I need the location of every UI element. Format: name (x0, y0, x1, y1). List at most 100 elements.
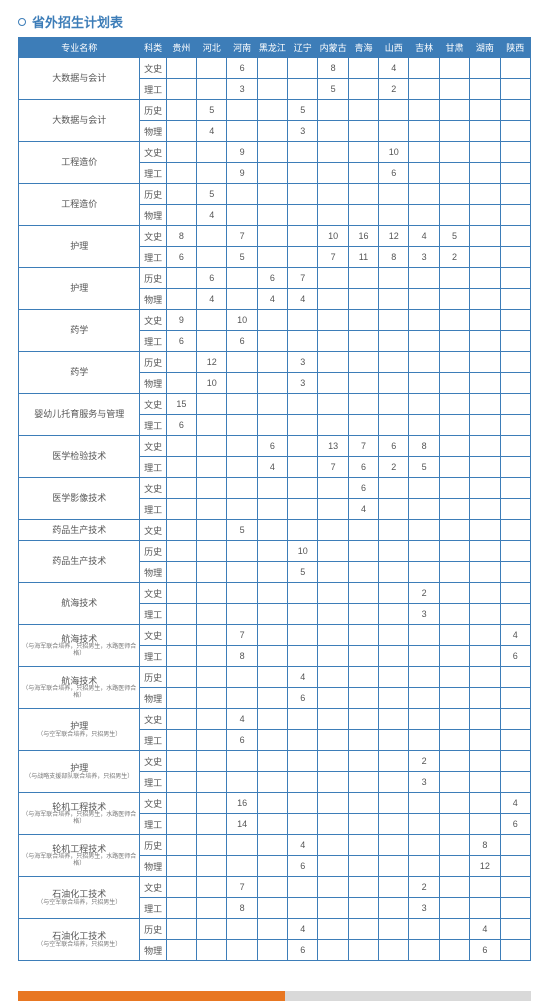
value-cell (288, 394, 318, 415)
value-cell: 7 (227, 877, 257, 898)
value-cell (257, 730, 287, 751)
value-cell (257, 79, 287, 100)
bullet-icon (18, 18, 26, 26)
value-cell (257, 814, 287, 835)
value-cell (318, 919, 348, 940)
value-cell (348, 373, 378, 394)
value-cell: 4 (348, 499, 378, 520)
value-cell: 3 (227, 79, 257, 100)
value-cell (166, 499, 196, 520)
value-cell: 2 (439, 247, 469, 268)
value-cell (197, 562, 227, 583)
value-cell: 5 (227, 520, 257, 541)
value-cell (409, 688, 439, 709)
table-row: 石油化工技术（与空军联合培养，只招男生）历史44 (19, 919, 531, 940)
value-cell (500, 373, 531, 394)
value-cell (227, 436, 257, 457)
value-cell (257, 499, 287, 520)
value-cell (379, 352, 409, 373)
col-header: 青海 (348, 38, 378, 58)
value-cell (288, 625, 318, 646)
value-cell (470, 331, 500, 352)
value-cell (409, 793, 439, 814)
value-cell (379, 499, 409, 520)
value-cell (197, 898, 227, 919)
value-cell (500, 877, 531, 898)
value-cell: 11 (348, 247, 378, 268)
value-cell (197, 856, 227, 877)
value-cell (197, 940, 227, 961)
table-header-row: 专业名称科类贵州河北河南黑龙江辽宁内蒙古青海山西吉林甘肃湖南陕西 (19, 38, 531, 58)
value-cell (500, 772, 531, 793)
value-cell (500, 289, 531, 310)
value-cell: 10 (379, 142, 409, 163)
value-cell (318, 877, 348, 898)
value-cell: 6 (470, 940, 500, 961)
table-row: 航海技术（与海军联合培养，只招男生，水路医师合格）文史74 (19, 625, 531, 646)
value-cell: 7 (348, 436, 378, 457)
value-cell: 12 (197, 352, 227, 373)
major-cell: 药品生产技术 (19, 520, 140, 541)
value-cell (379, 604, 409, 625)
value-cell (166, 856, 196, 877)
type-cell: 文史 (140, 310, 166, 331)
value-cell (288, 604, 318, 625)
value-cell (348, 919, 378, 940)
value-cell (439, 751, 469, 772)
type-cell: 理工 (140, 415, 166, 436)
value-cell (166, 184, 196, 205)
value-cell (470, 79, 500, 100)
page-title: 省外招生计划表 (32, 12, 123, 31)
value-cell (500, 730, 531, 751)
value-cell (197, 58, 227, 79)
value-cell (470, 688, 500, 709)
col-header: 科类 (140, 38, 166, 58)
value-cell: 2 (409, 583, 439, 604)
value-cell (409, 373, 439, 394)
value-cell (227, 289, 257, 310)
value-cell (348, 856, 378, 877)
value-cell: 7 (318, 457, 348, 478)
col-header: 陕西 (500, 38, 531, 58)
value-cell (348, 730, 378, 751)
value-cell (379, 646, 409, 667)
value-cell (500, 58, 531, 79)
value-cell (318, 268, 348, 289)
value-cell (318, 331, 348, 352)
col-header: 河南 (227, 38, 257, 58)
value-cell (197, 646, 227, 667)
value-cell (166, 121, 196, 142)
value-cell (439, 79, 469, 100)
table-row: 护理文史8710161245 (19, 226, 531, 247)
value-cell (197, 79, 227, 100)
value-cell (257, 940, 287, 961)
value-cell: 4 (470, 919, 500, 940)
value-cell (348, 394, 378, 415)
value-cell: 3 (288, 352, 318, 373)
value-cell (439, 373, 469, 394)
value-cell (439, 898, 469, 919)
value-cell (500, 919, 531, 940)
value-cell (227, 352, 257, 373)
value-cell (257, 100, 287, 121)
value-cell (288, 751, 318, 772)
value-cell (470, 520, 500, 541)
value-cell (409, 520, 439, 541)
value-cell (379, 730, 409, 751)
value-cell (257, 163, 287, 184)
value-cell (379, 205, 409, 226)
value-cell (318, 100, 348, 121)
value-cell (197, 730, 227, 751)
value-cell: 8 (166, 226, 196, 247)
value-cell (288, 520, 318, 541)
value-cell: 6 (197, 268, 227, 289)
major-cell: 医学检验技术 (19, 436, 140, 478)
value-cell (166, 709, 196, 730)
value-cell (166, 688, 196, 709)
value-cell (439, 415, 469, 436)
major-cell: 工程造价 (19, 142, 140, 184)
value-cell (318, 499, 348, 520)
value-cell (348, 142, 378, 163)
value-cell (409, 856, 439, 877)
footer-fill (285, 991, 531, 1001)
